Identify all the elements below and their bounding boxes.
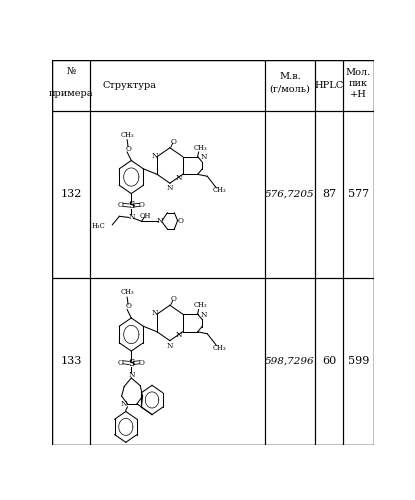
Bar [52,278,90,445]
Text: O: O [125,145,131,153]
Bar [343,278,374,445]
Text: N: N [128,371,134,379]
Text: 60: 60 [322,356,336,366]
Text: CH₃: CH₃ [121,130,134,138]
Bar [315,111,343,278]
Text: O: O [139,358,145,366]
Text: O: O [177,216,183,224]
Text: 577: 577 [348,190,369,200]
Text: N: N [157,218,163,226]
Text: O: O [118,201,124,209]
Text: 598,7296: 598,7296 [265,357,315,366]
Text: O: O [125,302,131,310]
Text: N: N [176,332,182,340]
Text: HPLC: HPLC [315,81,344,90]
Bar [343,111,374,278]
Text: N: N [128,214,134,222]
Text: М.в.
(г/моль): М.в. (г/моль) [270,72,310,93]
Bar [90,111,265,278]
Text: N: N [200,310,207,318]
Text: N: N [151,152,158,160]
Text: CH₃: CH₃ [212,344,227,351]
Bar [265,278,315,445]
Bar [315,278,343,445]
Text: CH₃: CH₃ [212,186,227,194]
Text: S: S [128,202,134,210]
Text: 133: 133 [60,356,81,366]
Bar [265,111,315,278]
Bar [90,278,265,445]
Text: H₃C: H₃C [91,222,105,230]
Text: O: O [139,201,145,209]
Text: N: N [167,184,173,192]
Bar [52,111,90,278]
Text: N: N [151,310,158,318]
Text: S: S [128,359,134,368]
Text: CH₃: CH₃ [121,288,134,296]
Bar [315,60,343,111]
Bar [52,60,90,111]
Bar [343,60,374,111]
Text: O: O [171,138,177,145]
Text: Мол.
пик
+H: Мол. пик +H [346,68,371,99]
Text: O: O [171,295,177,303]
Text: №

примера: № примера [49,66,93,98]
Text: OH: OH [140,212,151,220]
Text: O: O [118,358,124,366]
Text: CH₃: CH₃ [193,301,207,309]
Text: 576,7205: 576,7205 [265,190,315,199]
Bar [90,60,265,111]
Text: Структура: Структура [103,81,157,90]
Text: 87: 87 [322,190,336,200]
Text: N: N [176,174,182,182]
Bar [265,60,315,111]
Text: 599: 599 [348,356,369,366]
Text: N: N [120,400,127,408]
Text: N: N [200,153,207,161]
Text: 132: 132 [60,190,81,200]
Text: N: N [167,342,173,349]
Text: CH₃: CH₃ [193,144,207,152]
